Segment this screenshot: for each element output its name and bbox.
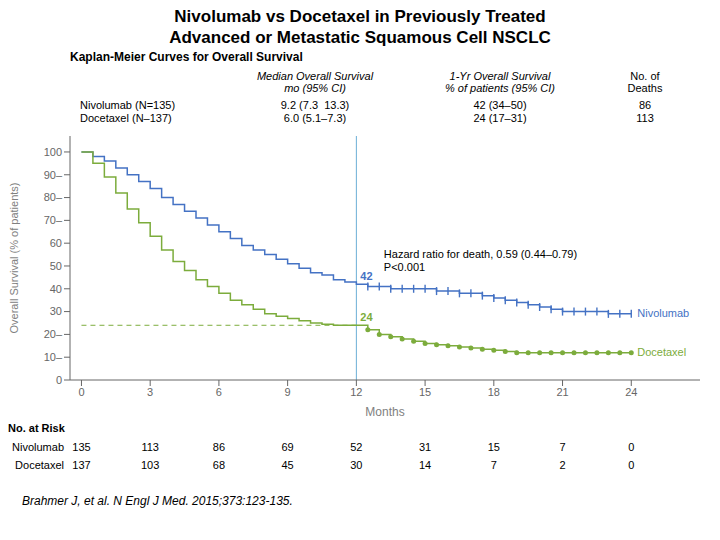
svg-text:90–: 90–: [44, 169, 63, 181]
svg-text:3: 3: [147, 386, 153, 398]
svg-text:30: 30: [50, 305, 62, 317]
svg-text:14: 14: [419, 459, 431, 471]
svg-text:Docetaxel: Docetaxel: [637, 346, 686, 358]
html-text:No. of: No. of: [630, 70, 660, 82]
svg-text:137: 137: [72, 459, 90, 471]
svg-text:24: 24: [360, 311, 373, 323]
svg-text:2: 2: [559, 459, 565, 471]
svg-text:45: 45: [282, 459, 294, 471]
svg-text:9: 9: [285, 386, 291, 398]
svg-text:20–: 20–: [44, 328, 63, 340]
svg-text:42: 42: [360, 270, 372, 282]
svg-text:Hazard ratio for death, 0.59 (: Hazard ratio for death, 0.59 (0.44–0.79)…: [384, 248, 577, 273]
html-text:6.0 (5.1–7.3): 6.0 (5.1–7.3): [283, 112, 347, 124]
svg-text:7: 7: [491, 459, 497, 471]
html-text:Deaths: Deaths: [627, 82, 663, 94]
svg-text:60: 60: [50, 237, 62, 249]
svg-text:No. at Risk: No. at Risk: [8, 422, 66, 434]
html-text:42 (34–50): 42 (34–50): [473, 99, 527, 111]
html-text:Brahmer J, et al. N Engl J Med: Brahmer J, et al. N Engl J Med. 2015;373…: [22, 494, 293, 508]
svg-text:52: 52: [350, 441, 362, 453]
html-text:9.2 (7.3 13.3): 9.2 (7.3 13.3): [280, 99, 350, 111]
html-text:86: 86: [638, 99, 652, 111]
svg-text:Overall Survival (% of patient: Overall Survival (% of patients): [8, 183, 20, 334]
svg-text:0: 0: [628, 441, 634, 453]
html-text:24 (17–31): 24 (17–31): [473, 112, 527, 124]
svg-text:0: 0: [628, 459, 634, 471]
svg-text:0: 0: [78, 386, 84, 398]
svg-text:135: 135: [72, 441, 90, 453]
svg-text:80–: 80–: [44, 191, 63, 203]
svg-text:24: 24: [625, 386, 637, 398]
svg-text:6: 6: [216, 386, 222, 398]
svg-text:7: 7: [559, 441, 565, 453]
svg-text:15: 15: [419, 386, 431, 398]
svg-text:31: 31: [419, 441, 431, 453]
svg-text:Nivolumab: Nivolumab: [12, 441, 64, 453]
html-text:mo (95% CI): mo (95% CI): [284, 82, 346, 94]
svg-text:50: 50: [50, 260, 62, 272]
svg-text:40: 40: [50, 283, 62, 295]
svg-text:Docetaxel: Docetaxel: [15, 459, 64, 471]
html-text:Kaplan-Meier Curves for Overal: Kaplan-Meier Curves for Overall Survival: [70, 50, 303, 64]
html-text:Median Overall Survival: Median Overall Survival: [256, 70, 374, 82]
svg-text:Months: Months: [365, 405, 404, 416]
svg-text:0: 0: [56, 374, 62, 386]
svg-text:30: 30: [350, 459, 362, 471]
svg-text:68: 68: [213, 459, 225, 471]
svg-text:21: 21: [556, 386, 568, 398]
svg-text:15: 15: [488, 441, 500, 453]
html-text:Nivolumab vs Docetaxel in Prev: Nivolumab vs Docetaxel in Previously Tre…: [174, 7, 546, 26]
html-text:Docetaxel (N–137): Docetaxel (N–137): [80, 112, 172, 124]
svg-text:100: 100: [44, 146, 62, 158]
html-text:Nivolumab (N=135): Nivolumab (N=135): [80, 99, 176, 111]
svg-text:10–: 10–: [44, 351, 63, 363]
svg-text:103: 103: [141, 459, 159, 471]
svg-text:12: 12: [350, 386, 362, 398]
html-text:113: 113: [636, 112, 654, 124]
html-text:1-Yr Overall Survival: 1-Yr Overall Survival: [449, 70, 551, 82]
svg-text:18: 18: [488, 386, 500, 398]
svg-text:Nivolumab: Nivolumab: [637, 307, 689, 319]
svg-text:86: 86: [213, 441, 225, 453]
html-text:Advanced or Metastatic Squamou: Advanced or Metastatic Squamous Cell NSC…: [169, 28, 551, 47]
svg-text:70–: 70–: [44, 214, 63, 226]
html-text:% of patients (95% CI): % of patients (95% CI): [445, 82, 555, 94]
svg-text:113: 113: [141, 441, 159, 453]
svg-text:69: 69: [282, 441, 294, 453]
